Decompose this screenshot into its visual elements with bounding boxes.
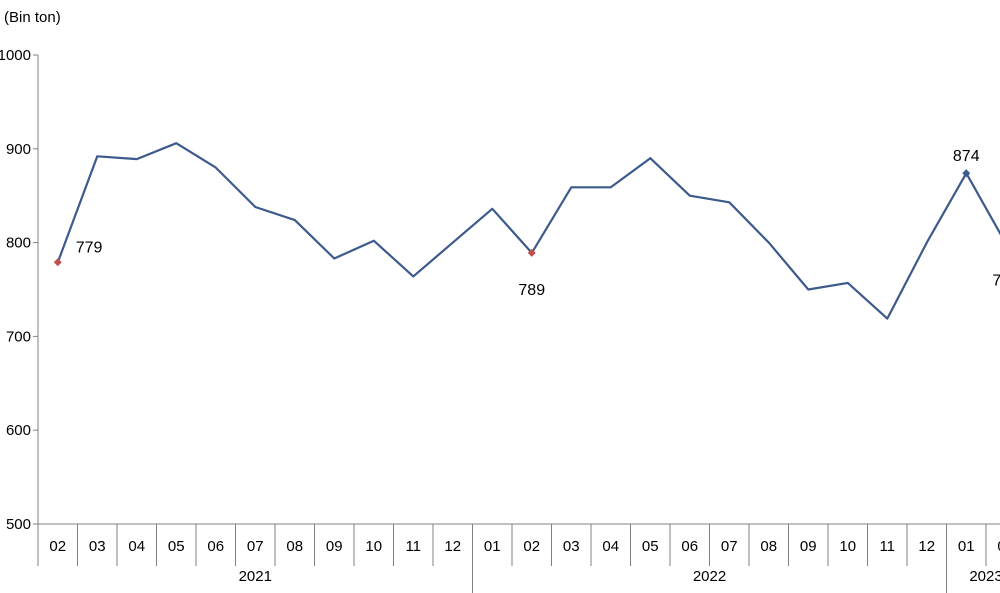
data-label-layer: 779 789 874 799 <box>53 148 1000 299</box>
x-year-label: 2021 <box>239 568 272 585</box>
y-axis: 500 600 700 800 900 1000 <box>0 47 39 566</box>
y-tick-label: 600 <box>6 422 31 439</box>
data-label: 799 <box>992 273 1000 290</box>
data-point-marker <box>962 169 971 178</box>
x-tick-label: 10 <box>839 538 856 555</box>
x-year-label: 2023 <box>969 568 1000 585</box>
y-tick-label: 700 <box>6 328 31 345</box>
x-tick-label: 07 <box>721 538 738 555</box>
y-tick-label: 1000 <box>0 47 31 64</box>
data-label: 779 <box>76 239 103 256</box>
x-tick-label: 09 <box>326 538 343 555</box>
y-tick-label: 800 <box>6 235 31 252</box>
x-tick-label: 04 <box>128 538 145 555</box>
x-tick-label: 10 <box>365 538 382 555</box>
x-tick-label: 11 <box>879 538 895 555</box>
y-tick-label: 500 <box>6 516 31 533</box>
x-tick-label: 12 <box>444 538 461 555</box>
x-tick-label: 07 <box>247 538 264 555</box>
x-tick-label: 06 <box>681 538 698 555</box>
x-tick-label: 01 <box>958 538 975 555</box>
x-tick-label: 05 <box>168 538 185 555</box>
data-label: 789 <box>518 282 545 299</box>
unit-label: (Bin ton) <box>4 9 61 26</box>
x-tick-label: 09 <box>800 538 817 555</box>
x-tick-label: 12 <box>918 538 935 555</box>
x-tick-label: 06 <box>207 538 224 555</box>
x-tick-label: 08 <box>286 538 303 555</box>
data-point-marker <box>53 258 62 267</box>
x-tick-label: 11 <box>405 538 421 555</box>
x-tick-label: 02 <box>997 538 1000 555</box>
x-tick-label: 02 <box>523 538 540 555</box>
x-tick-label: 03 <box>89 538 106 555</box>
x-tick-label: 08 <box>760 538 777 555</box>
x-tick-label: 05 <box>642 538 659 555</box>
y-tick-label: 900 <box>6 141 31 158</box>
x-tick-label: 02 <box>49 538 66 555</box>
x-tick-label: 03 <box>563 538 580 555</box>
data-label: 874 <box>953 148 980 165</box>
x-tick-label: 04 <box>602 538 619 555</box>
data-point-marker <box>527 248 536 257</box>
x-axis: 02 03 04 05 06 07 08 09 10 11 12 01 02 03 04 05 06 07 08 09… <box>37 523 1000 593</box>
x-year-label: 2022 <box>693 568 726 585</box>
x-tick-label: 01 <box>484 538 501 555</box>
